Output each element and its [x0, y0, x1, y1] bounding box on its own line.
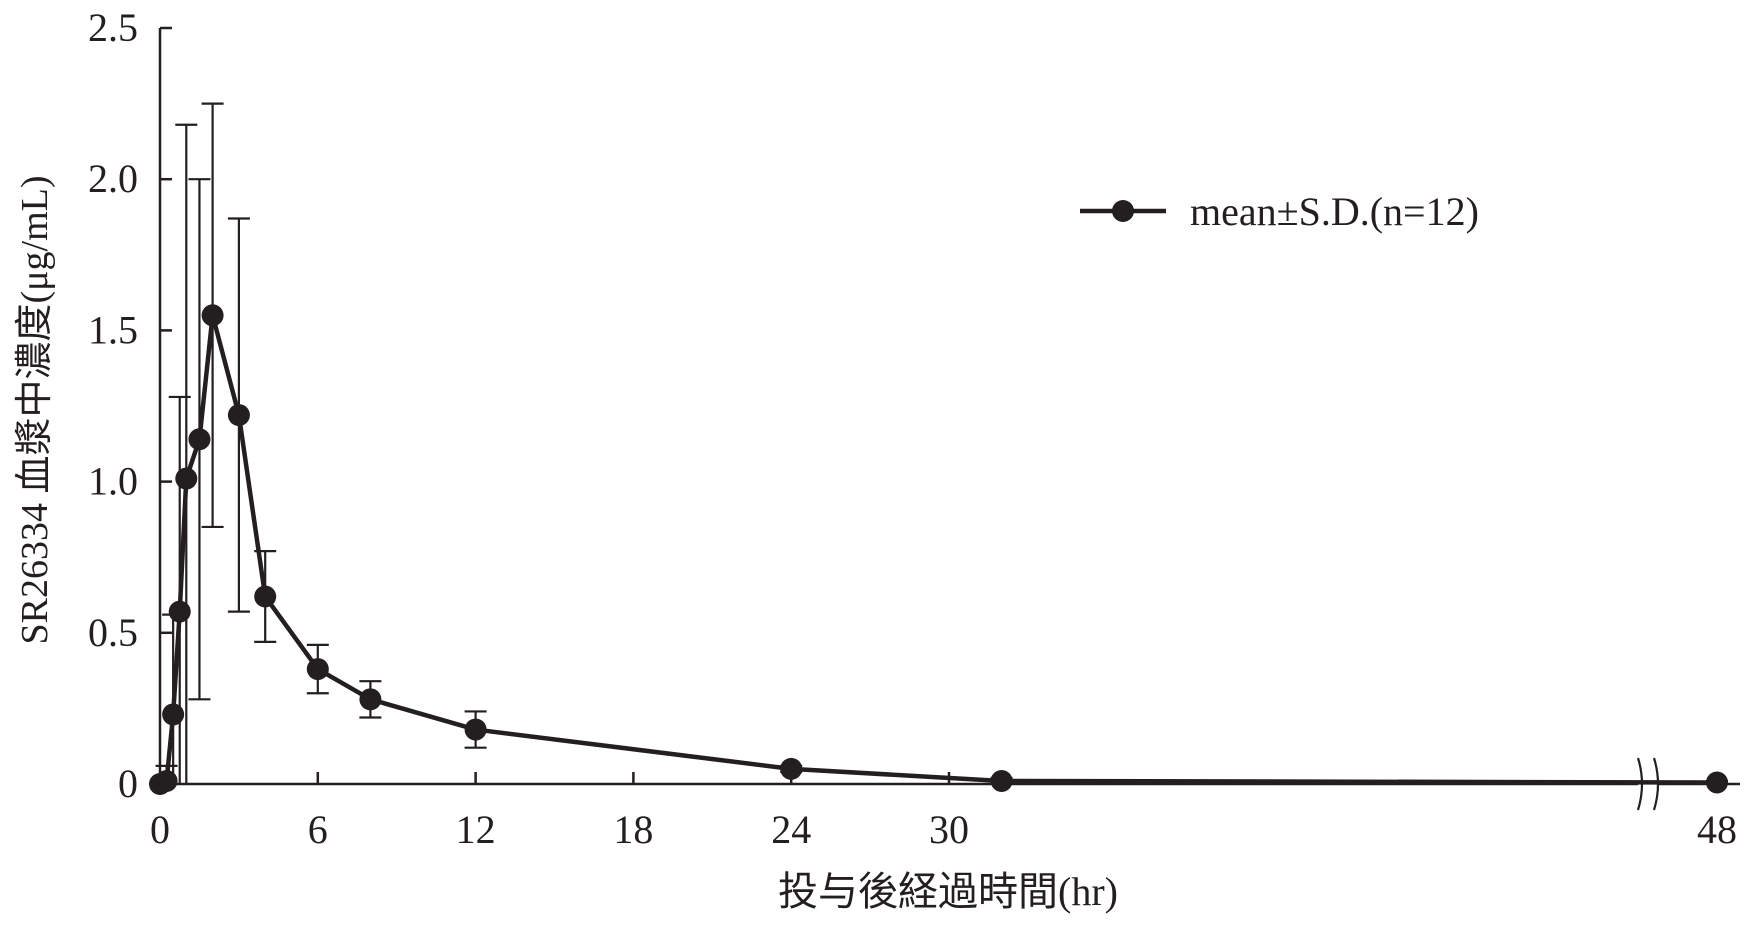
x-tick-label-5: 30 [929, 807, 969, 852]
y-tick-label-1: 0.5 [88, 610, 138, 655]
x-tick-label-6: 48 [1697, 807, 1737, 852]
error-bar-4 [175, 123, 198, 784]
data-point-6 [201, 304, 224, 327]
data-point-11 [464, 718, 487, 741]
y-tick-label-4: 2.0 [88, 156, 138, 201]
series-line-mean [159, 313, 1718, 787]
legend: mean±S.D.(n=12) [1080, 189, 1479, 234]
error-bars [155, 102, 1728, 784]
legend-marker [1112, 200, 1134, 222]
x-axis-label: 投与後経過時間(hr) [778, 869, 1118, 914]
x-tick-label-2: 12 [456, 807, 496, 852]
data-points [149, 304, 1728, 795]
y-tick-label-0: 0 [118, 761, 138, 806]
data-point-1 [155, 769, 178, 792]
data-point-7 [227, 404, 250, 427]
data-point-12 [780, 757, 803, 780]
y-axis-label: SR26334 血漿中濃度(μg/mL) [14, 176, 56, 645]
y-tick-label-3: 1.5 [88, 307, 138, 352]
data-point-14 [1706, 771, 1728, 794]
x-tick-label-4: 24 [771, 807, 811, 852]
axes [158, 28, 1740, 811]
x-ticks: 0 6 12 18 24 30 48 [150, 772, 1737, 852]
y-ticks: 0 0.5 1.0 1.5 2.0 2.5 [88, 5, 172, 806]
x-tick-label-0: 0 [150, 807, 170, 852]
data-point-3 [168, 600, 191, 623]
data-point-4 [175, 467, 198, 490]
legend-label: mean±S.D.(n=12) [1190, 189, 1479, 234]
data-point-13 [990, 769, 1013, 792]
y-tick-label-2: 1.0 [88, 459, 138, 504]
data-point-9 [306, 658, 329, 681]
data-point-5 [188, 428, 211, 451]
y-tick-label-5: 2.5 [88, 5, 138, 50]
data-point-10 [359, 688, 382, 711]
data-point-8 [254, 585, 277, 608]
x-tick-label-1: 6 [308, 807, 328, 852]
data-point-2 [162, 703, 185, 726]
x-tick-label-3: 18 [613, 807, 653, 852]
